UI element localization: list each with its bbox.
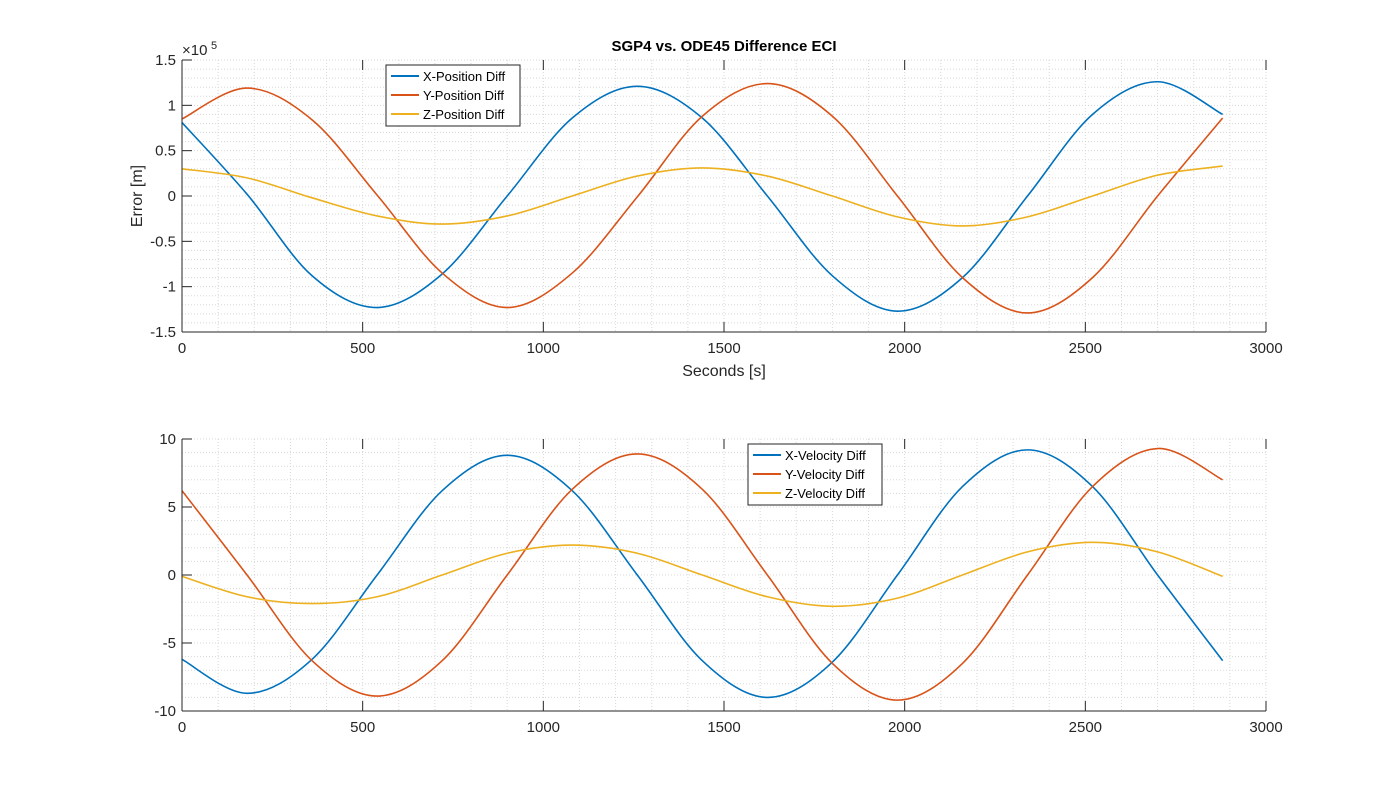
y-tick-label: 0 xyxy=(168,188,176,205)
series-line-z-position-diff xyxy=(181,165,1223,227)
series-line-y-velocity-diff xyxy=(181,447,1224,701)
y-tick-label: -5 xyxy=(163,635,176,652)
y-tick-label: 1 xyxy=(168,97,176,114)
y-tick-label: 0.5 xyxy=(155,143,176,160)
legend-entry: X-Position Diff xyxy=(423,69,506,84)
legend-entry: Y-Position Diff xyxy=(423,88,504,103)
x-tick-label: 2500 xyxy=(1069,340,1102,357)
y-tick-label: 10 xyxy=(159,431,176,448)
x-tick-label: 1000 xyxy=(527,719,560,736)
y-tick-label: -1.5 xyxy=(150,324,176,341)
series-line-y-position-diff xyxy=(181,82,1224,314)
x-tick-label: 1500 xyxy=(707,340,740,357)
x-tick-label: 2500 xyxy=(1069,719,1102,736)
series-line-x-velocity-diff xyxy=(181,449,1224,699)
series-line-z-velocity-diff xyxy=(181,541,1223,608)
x-tick-label: 500 xyxy=(350,719,375,736)
y-tick-label: -10 xyxy=(154,703,176,720)
x-tick-label: 0 xyxy=(178,719,186,736)
y-axis-label: Error [m] xyxy=(129,165,146,227)
x-tick-label: 2000 xyxy=(888,719,921,736)
x-tick-label: 2000 xyxy=(888,340,921,357)
legend-entry: Z-Velocity Diff xyxy=(785,486,865,501)
x-tick-label: 500 xyxy=(350,340,375,357)
y-tick-label: -0.5 xyxy=(150,233,176,250)
x-tick-label: 3000 xyxy=(1249,719,1282,736)
x-tick-label: 1500 xyxy=(707,719,740,736)
y-tick-label: 0 xyxy=(168,567,176,584)
y-exponent-power: 5 xyxy=(211,40,217,52)
y-tick-label: 5 xyxy=(168,499,176,516)
x-tick-label: 1000 xyxy=(527,340,560,357)
legend-entry: Z-Position Diff xyxy=(423,107,505,122)
legend-entry: Y-Velocity Diff xyxy=(785,467,865,482)
y-exponent-label: ×10 xyxy=(182,42,207,59)
x-axis-label: Seconds [s] xyxy=(682,363,766,380)
legend-entry: X-Velocity Diff xyxy=(785,448,866,463)
axes: 0 500 1000 1500 2000 2500 3000 -10 -5 0 5 10 xyxy=(154,431,1282,736)
x-tick-label: 0 xyxy=(178,340,186,357)
legend: X-Position Diff Y-Position Diff Z-Position… xyxy=(385,64,521,127)
legend: X-Velocity Diff Y-Velocity Diff Z-Velocity… xyxy=(747,443,883,506)
axes: 0 500 1000 1500 2000 2500 3000 -1.5 -1 -0.5 0 0.5 1 1… xyxy=(150,52,1283,357)
chart-panel-1: 0 500 1000 1500 2000 2500 3000 -1.5 -1 -0.5 0 0.5 1 1… xyxy=(129,38,1283,380)
y-tick-label: 1.5 xyxy=(155,52,176,69)
y-tick-label: -1 xyxy=(163,279,176,296)
chart-panel-2: 0 500 1000 1500 2000 2500 3000 -10 -5 0 5 10 X-Veloc… xyxy=(154,431,1282,736)
series-line-x-position-diff xyxy=(181,80,1224,312)
chart-title: SGP4 vs. ODE45 Difference ECI xyxy=(611,38,836,55)
x-tick-label: 3000 xyxy=(1249,340,1282,357)
